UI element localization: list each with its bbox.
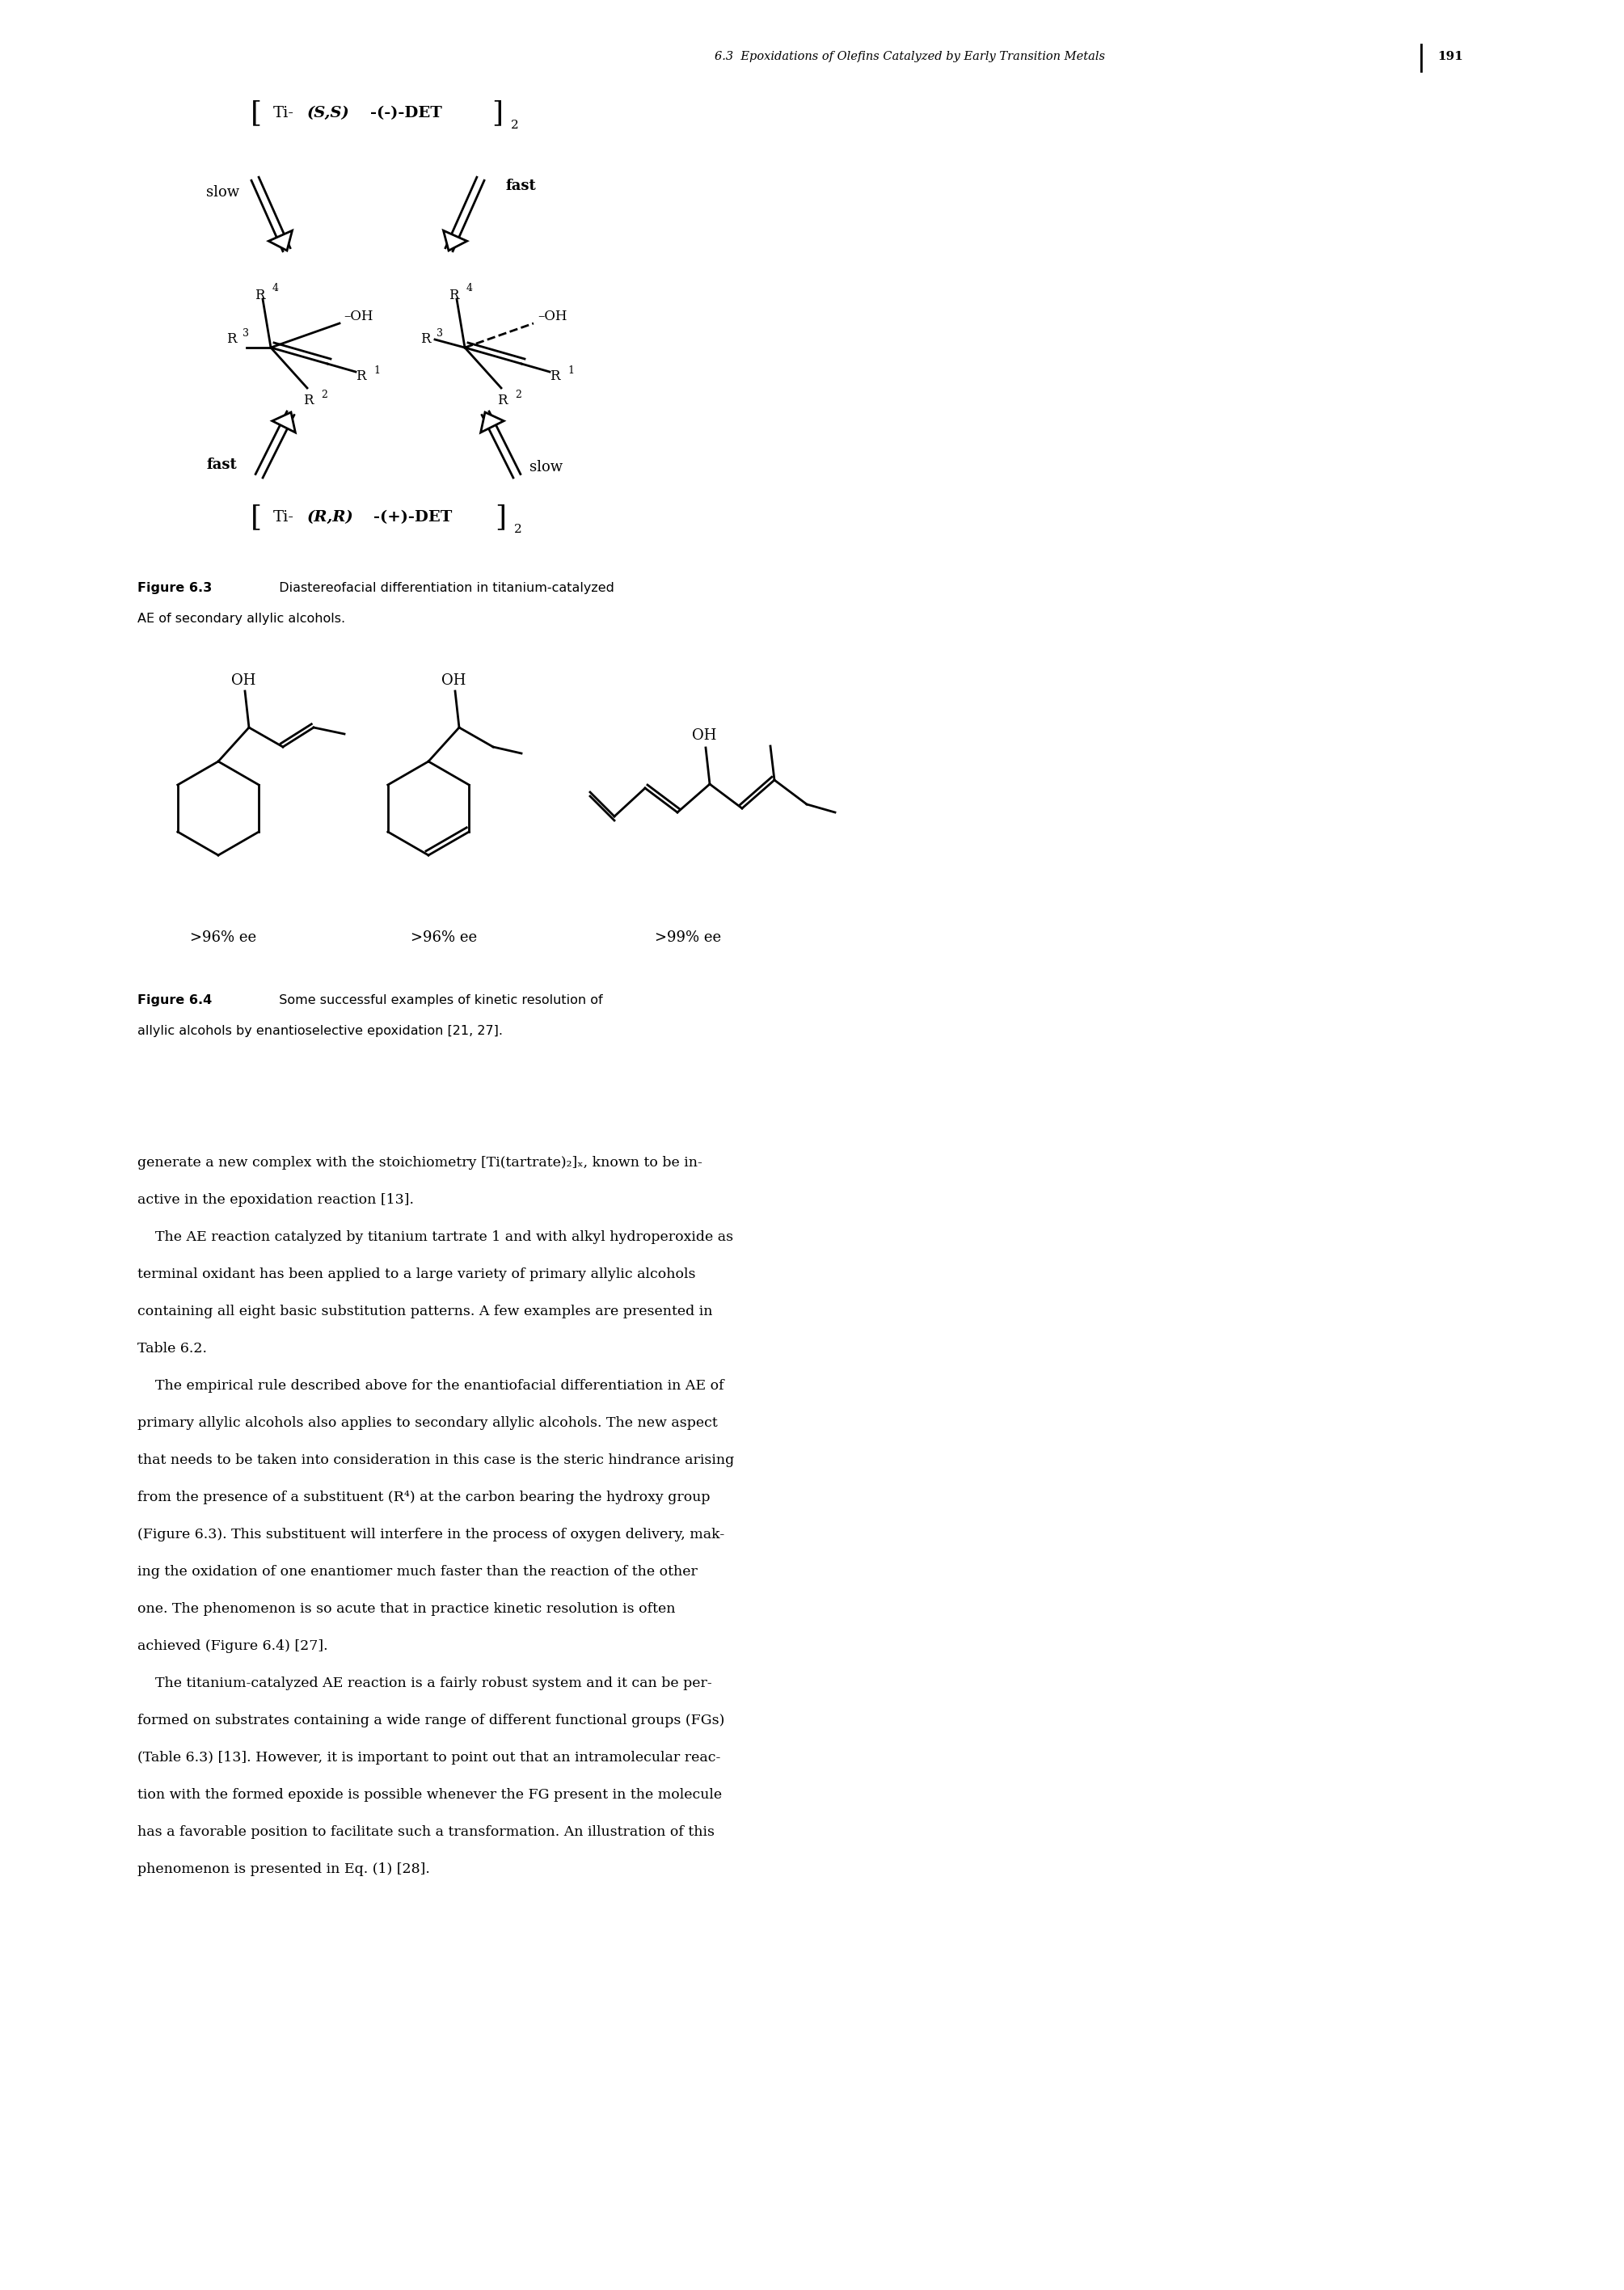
Text: ing the oxidation of one enantiomer much faster than the reaction of the other: ing the oxidation of one enantiomer much… <box>138 1564 698 1578</box>
Text: has a favorable position to facilitate such a transformation. An illustration of: has a favorable position to facilitate s… <box>138 1825 715 1839</box>
Text: ]: ] <box>492 98 503 126</box>
Text: R: R <box>421 332 430 346</box>
Text: 2: 2 <box>512 119 518 131</box>
Text: R: R <box>304 394 313 408</box>
Text: (R,R): (R,R) <box>307 511 354 524</box>
Text: 191: 191 <box>1437 50 1463 62</box>
Text: 2: 2 <box>515 389 521 401</box>
Text: terminal oxidant has been applied to a large variety of primary allylic alcohols: terminal oxidant has been applied to a l… <box>138 1266 695 1280</box>
Text: 3: 3 <box>437 327 443 339</box>
Text: fast: fast <box>206 458 237 472</box>
Text: containing all eight basic substitution patterns. A few examples are presented i: containing all eight basic substitution … <box>138 1305 713 1319</box>
Text: primary allylic alcohols also applies to secondary allylic alcohols. The new asp: primary allylic alcohols also applies to… <box>138 1415 718 1429</box>
Text: 4: 4 <box>273 284 279 293</box>
Text: ]: ] <box>495 504 507 531</box>
Text: fast: fast <box>505 179 536 192</box>
Text: –OH: –OH <box>344 309 374 323</box>
Text: R: R <box>255 289 265 302</box>
Text: from the presence of a substituent (R⁴) at the carbon bearing the hydroxy group: from the presence of a substituent (R⁴) … <box>138 1491 710 1505</box>
Text: The empirical rule described above for the enantiofacial differentiation in AE o: The empirical rule described above for t… <box>138 1379 724 1392</box>
Text: OH: OH <box>692 728 716 742</box>
Text: The titanium-catalyzed AE reaction is a fairly robust system and it can be per-: The titanium-catalyzed AE reaction is a … <box>138 1676 711 1690</box>
Text: 6.3  Epoxidations of Olefins Catalyzed by Early Transition Metals: 6.3 Epoxidations of Olefins Catalyzed by… <box>715 50 1104 62</box>
Text: 1: 1 <box>567 364 573 376</box>
Text: slow: slow <box>206 185 239 199</box>
Text: active in the epoxidation reaction [13].: active in the epoxidation reaction [13]. <box>138 1193 414 1207</box>
Text: one. The phenomenon is so acute that in practice kinetic resolution is often: one. The phenomenon is so acute that in … <box>138 1603 676 1617</box>
Text: >96% ee: >96% ee <box>411 930 477 946</box>
Text: Table 6.2.: Table 6.2. <box>138 1342 206 1356</box>
Text: 2: 2 <box>322 389 328 401</box>
Text: Diastereofacial differentiation in titanium-catalyzed: Diastereofacial differentiation in titan… <box>271 582 614 593</box>
Polygon shape <box>268 231 292 250</box>
Text: (S,S): (S,S) <box>307 105 349 121</box>
Text: –OH: –OH <box>538 309 567 323</box>
Text: OH: OH <box>231 673 255 687</box>
Text: The AE reaction catalyzed by titanium tartrate 1 and with alkyl hydroperoxide as: The AE reaction catalyzed by titanium ta… <box>138 1230 734 1243</box>
Text: R: R <box>448 289 458 302</box>
Text: allylic alcohols by enantioselective epoxidation [21, 27].: allylic alcohols by enantioselective epo… <box>138 1026 503 1037</box>
Text: R: R <box>497 394 507 408</box>
Polygon shape <box>273 412 296 433</box>
Text: AE of secondary allylic alcohols.: AE of secondary allylic alcohols. <box>138 614 346 625</box>
Text: 2: 2 <box>515 524 521 536</box>
Text: Figure 6.4: Figure 6.4 <box>138 994 213 1005</box>
Text: formed on substrates containing a wide range of different functional groups (FGs: formed on substrates containing a wide r… <box>138 1713 724 1727</box>
Polygon shape <box>481 412 503 433</box>
Text: phenomenon is presented in Eq. (1) [28].: phenomenon is presented in Eq. (1) [28]. <box>138 1862 430 1876</box>
Text: -(+)‑DET: -(+)‑DET <box>374 511 451 524</box>
Text: Ti-: Ti- <box>273 511 294 524</box>
Text: >96% ee: >96% ee <box>190 930 257 946</box>
Text: [: [ <box>250 504 261 531</box>
Text: achieved (Figure 6.4) [27].: achieved (Figure 6.4) [27]. <box>138 1640 328 1653</box>
Polygon shape <box>443 231 468 250</box>
Text: Figure 6.3: Figure 6.3 <box>138 582 213 593</box>
Text: 4: 4 <box>466 284 473 293</box>
Text: R: R <box>356 369 365 382</box>
Text: R: R <box>549 369 560 382</box>
Text: >99% ee: >99% ee <box>654 930 721 946</box>
Text: Some successful examples of kinetic resolution of: Some successful examples of kinetic reso… <box>271 994 603 1005</box>
Text: generate a new complex with the stoichiometry [Ti(tartrate)₂]ₓ, known to be in-: generate a new complex with the stoichio… <box>138 1156 702 1170</box>
Text: (Table 6.3) [13]. However, it is important to point out that an intramolecular r: (Table 6.3) [13]. However, it is importa… <box>138 1752 721 1766</box>
Text: [: [ <box>250 98 261 126</box>
Text: Ti-: Ti- <box>273 105 294 121</box>
Text: R: R <box>226 332 237 346</box>
Text: 1: 1 <box>374 364 380 376</box>
Text: 3: 3 <box>242 327 248 339</box>
Text: slow: slow <box>529 460 564 474</box>
Text: that needs to be taken into consideration in this case is the steric hindrance a: that needs to be taken into consideratio… <box>138 1454 734 1468</box>
Text: tion with the formed epoxide is possible whenever the FG present in the molecule: tion with the formed epoxide is possible… <box>138 1788 723 1802</box>
Text: OH: OH <box>442 673 466 687</box>
Text: (Figure 6.3). This substituent will interfere in the process of oxygen delivery,: (Figure 6.3). This substituent will inte… <box>138 1527 724 1541</box>
Text: -(-)‑DET: -(-)‑DET <box>370 105 442 121</box>
